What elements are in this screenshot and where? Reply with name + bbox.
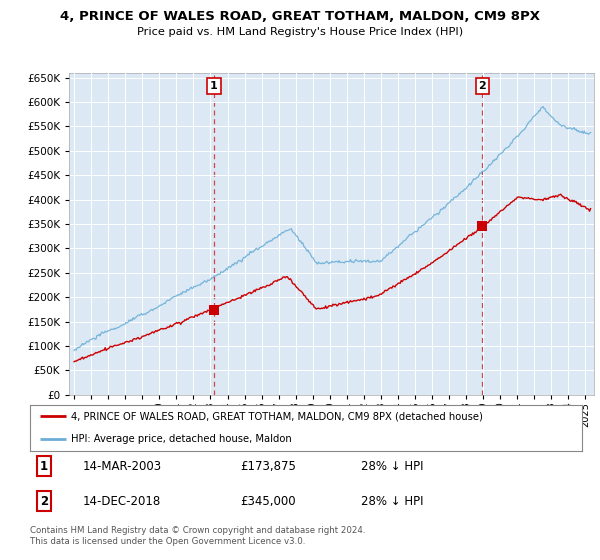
Text: 1: 1 [40, 460, 48, 473]
Text: 4, PRINCE OF WALES ROAD, GREAT TOTHAM, MALDON, CM9 8PX (detached house): 4, PRINCE OF WALES ROAD, GREAT TOTHAM, M… [71, 412, 483, 421]
Text: 1: 1 [210, 81, 218, 91]
Text: 28% ↓ HPI: 28% ↓ HPI [361, 494, 424, 508]
Text: Price paid vs. HM Land Registry's House Price Index (HPI): Price paid vs. HM Land Registry's House … [137, 27, 463, 37]
Text: Contains HM Land Registry data © Crown copyright and database right 2024.
This d: Contains HM Land Registry data © Crown c… [30, 526, 365, 546]
Text: £345,000: £345,000 [240, 494, 295, 508]
Text: 4, PRINCE OF WALES ROAD, GREAT TOTHAM, MALDON, CM9 8PX: 4, PRINCE OF WALES ROAD, GREAT TOTHAM, M… [60, 10, 540, 23]
Text: 28% ↓ HPI: 28% ↓ HPI [361, 460, 424, 473]
Text: 14-DEC-2018: 14-DEC-2018 [82, 494, 161, 508]
Text: 14-MAR-2003: 14-MAR-2003 [82, 460, 161, 473]
Text: £173,875: £173,875 [240, 460, 296, 473]
Text: 2: 2 [40, 494, 48, 508]
Text: 2: 2 [478, 81, 486, 91]
Text: HPI: Average price, detached house, Maldon: HPI: Average price, detached house, Mald… [71, 435, 292, 444]
